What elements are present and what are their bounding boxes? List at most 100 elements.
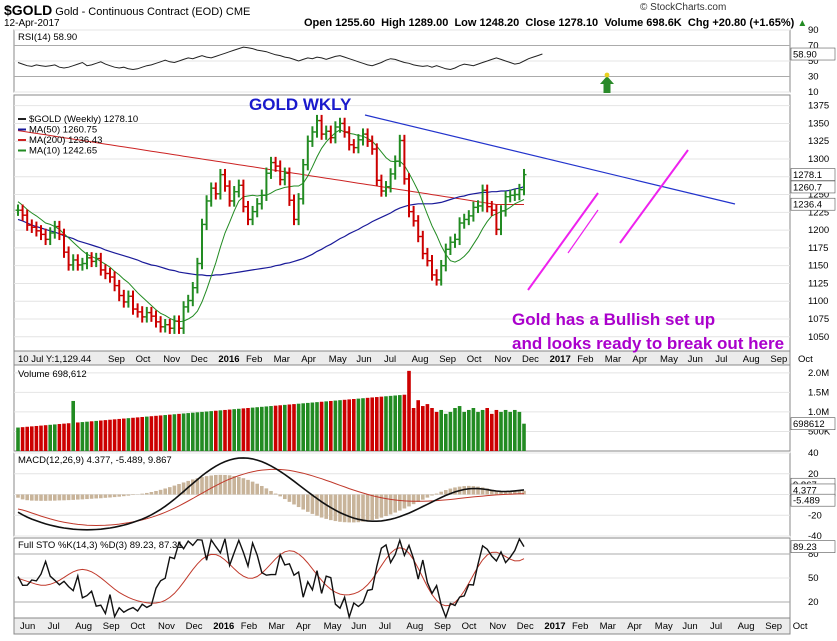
macd-histogram-bar bbox=[131, 494, 135, 496]
sto-last-value: 89.23 bbox=[793, 542, 817, 553]
volume-bar bbox=[200, 411, 204, 451]
volume-bar bbox=[186, 413, 190, 451]
volume-bar bbox=[269, 406, 273, 451]
macd-histogram-bar bbox=[278, 494, 282, 497]
volume-bar bbox=[89, 421, 94, 451]
volume-y-tick-label: 1.5M bbox=[808, 387, 829, 398]
volume-bar bbox=[71, 400, 75, 451]
macd-y-tick-label: 20 bbox=[808, 469, 819, 480]
macd-histogram-bar bbox=[168, 487, 172, 495]
volume-bar bbox=[108, 419, 112, 451]
bottom-x-axis-label: Oct bbox=[793, 621, 808, 632]
macd-histogram-bar bbox=[499, 491, 503, 495]
volume-bar bbox=[117, 418, 121, 451]
bottom-date-axis-strip bbox=[13, 617, 791, 635]
macd-histogram-bar bbox=[246, 479, 250, 495]
volume-bar bbox=[356, 398, 361, 451]
macd-histogram-bar bbox=[439, 491, 443, 495]
macd-histogram-bar bbox=[103, 494, 108, 498]
bottom-x-axis-label: Sep bbox=[103, 621, 120, 632]
macd-histogram-bar bbox=[62, 494, 66, 501]
volume-bar bbox=[365, 397, 370, 451]
macd-histogram-bar bbox=[112, 494, 117, 498]
annotation-line-2: and looks ready to break out here bbox=[512, 334, 784, 353]
volume-bar bbox=[338, 400, 342, 451]
price-y-tick-label: 1350 bbox=[808, 118, 829, 129]
price-y-tick-label: 1100 bbox=[808, 296, 828, 307]
volume-last-value-box bbox=[790, 417, 836, 430]
open-value: Open 1255.60 bbox=[304, 17, 375, 29]
volume-bar bbox=[361, 398, 365, 451]
macd-histogram-bar bbox=[416, 494, 420, 502]
volume-bar bbox=[39, 425, 43, 451]
macd-histogram-bar bbox=[214, 474, 218, 495]
macd-histogram-bar bbox=[16, 494, 20, 498]
macd-histogram-bar bbox=[448, 488, 453, 495]
macd-histogram-bar bbox=[260, 485, 264, 495]
price-y-tick-label: 1375 bbox=[808, 101, 829, 112]
macd-histogram-bar bbox=[421, 494, 425, 500]
macd-histogram-bar bbox=[287, 494, 292, 502]
x-axis-label: Feb bbox=[246, 354, 262, 365]
volume-bar bbox=[517, 411, 522, 451]
macd-histogram-bar bbox=[467, 485, 471, 495]
x-axis-label: Sep bbox=[439, 354, 456, 365]
macd-histogram-bar bbox=[48, 494, 52, 501]
bottom-x-axis-label: Sep bbox=[765, 621, 782, 632]
macd-histogram-bar bbox=[480, 487, 485, 495]
macd-histogram-bar bbox=[140, 493, 144, 495]
x-axis-label: Oct bbox=[798, 354, 813, 365]
rsi-y-tick-label: 70 bbox=[808, 41, 819, 52]
macd-histogram-bar bbox=[264, 488, 269, 495]
x-axis-label: May bbox=[329, 354, 347, 365]
ma200-last-value-box bbox=[790, 197, 836, 211]
volume-bar bbox=[181, 413, 186, 451]
volume-bar bbox=[99, 420, 103, 451]
volume-bar bbox=[112, 419, 117, 451]
macd-histogram-bar bbox=[347, 494, 351, 523]
volume-bar bbox=[232, 409, 236, 451]
volume-bar bbox=[370, 397, 374, 451]
exchange: CME bbox=[225, 6, 251, 18]
volume-bar bbox=[43, 425, 48, 451]
macd-histogram-bar bbox=[393, 494, 397, 513]
macd-histogram-bar bbox=[434, 493, 439, 495]
macd-histogram-bar bbox=[411, 494, 416, 505]
rsi-y-tick-label: 90 bbox=[808, 25, 819, 36]
volume-bar bbox=[57, 424, 62, 451]
volume-bar bbox=[319, 401, 324, 451]
macd-histogram-bar bbox=[310, 494, 315, 514]
bottom-x-axis-label: Jul bbox=[379, 621, 391, 632]
ma50-last-value-box bbox=[790, 180, 836, 194]
macd-histogram-bar bbox=[425, 494, 430, 498]
bottom-x-axis-label: Oct bbox=[130, 621, 145, 632]
stockcharts-brand[interactable]: © StockCharts.com bbox=[640, 2, 727, 13]
volume-bar bbox=[48, 424, 52, 451]
volume-bar bbox=[66, 423, 71, 451]
volume-bar bbox=[62, 423, 66, 451]
low-note: 10 Jul Y:1,129.44 bbox=[18, 354, 91, 365]
volume-bar bbox=[250, 407, 255, 451]
volume-bar bbox=[223, 409, 227, 451]
macd-histogram-bar bbox=[444, 490, 448, 495]
volume-bar bbox=[379, 396, 384, 451]
sto-d-line bbox=[17, 547, 525, 607]
macd-histogram-bar bbox=[494, 490, 499, 495]
volume-y-tick-label: 1.0M bbox=[808, 407, 829, 418]
x-axis-label: Feb bbox=[577, 354, 593, 365]
volume-bar bbox=[126, 418, 131, 451]
macd-histogram-bar bbox=[85, 494, 89, 500]
macd-histogram-bar bbox=[306, 494, 310, 512]
macd-histogram-bar bbox=[255, 483, 259, 495]
price-y-tick-label: 1225 bbox=[808, 207, 829, 218]
volume-bar bbox=[471, 408, 476, 451]
macd-histogram-bar bbox=[517, 491, 522, 495]
volume-bar bbox=[218, 410, 223, 451]
macd-histogram-bar bbox=[209, 475, 213, 495]
bottom-x-axis-label: 2016 bbox=[213, 621, 234, 632]
volume-bar bbox=[34, 425, 39, 451]
macd-histogram-bar bbox=[269, 490, 273, 495]
channel-inner-line bbox=[567, 209, 599, 254]
ma200-last-value: 1236.4 bbox=[793, 200, 822, 211]
